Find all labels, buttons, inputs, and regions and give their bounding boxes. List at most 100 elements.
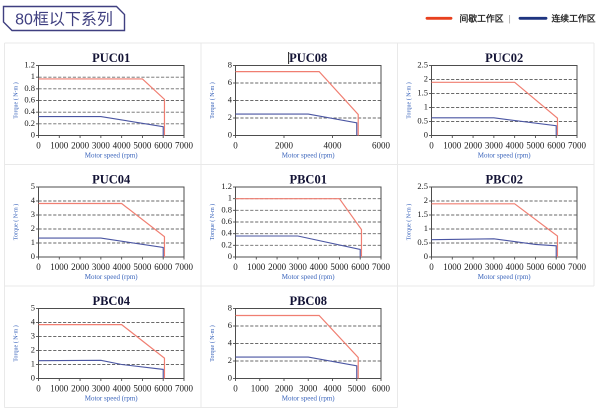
- svg-text:0: 0: [233, 262, 238, 272]
- svg-text:Torque ( N-m ): Torque ( N-m ): [209, 204, 216, 240]
- svg-text:3000: 3000: [485, 262, 504, 272]
- svg-text:0: 0: [424, 130, 428, 140]
- svg-text:PUC02: PUC02: [485, 51, 523, 65]
- svg-text:1: 1: [228, 193, 232, 203]
- svg-text:Torque ( N-m ): Torque ( N-m ): [13, 204, 20, 240]
- svg-text:3000: 3000: [485, 141, 504, 151]
- svg-text:5000: 5000: [133, 141, 152, 151]
- svg-text:4000: 4000: [310, 262, 329, 272]
- svg-text:5000: 5000: [330, 262, 349, 272]
- svg-text:0: 0: [31, 373, 35, 383]
- svg-text:0.6: 0.6: [221, 216, 232, 226]
- svg-text:Motor speed (rpm): Motor speed (rpm): [478, 152, 532, 160]
- svg-text:1000: 1000: [50, 262, 69, 272]
- svg-text:0.8: 0.8: [24, 83, 35, 93]
- svg-text:6000: 6000: [154, 141, 173, 151]
- svg-text:PUC01: PUC01: [92, 51, 130, 65]
- svg-text:3000: 3000: [92, 384, 111, 394]
- svg-text:1: 1: [31, 359, 35, 369]
- svg-text:4: 4: [228, 338, 233, 348]
- svg-text:3: 3: [31, 331, 35, 341]
- svg-text:0: 0: [36, 262, 41, 272]
- svg-text:5: 5: [31, 303, 35, 313]
- svg-text:0: 0: [31, 130, 35, 140]
- svg-text:0: 0: [228, 373, 232, 383]
- svg-text:Torque ( N-m ): Torque ( N-m ): [13, 325, 20, 361]
- svg-text:0: 0: [429, 262, 434, 272]
- svg-text:1.5: 1.5: [417, 88, 428, 98]
- svg-text:7000: 7000: [175, 262, 194, 272]
- svg-text:4000: 4000: [506, 262, 525, 272]
- svg-text:0: 0: [228, 130, 232, 140]
- svg-text:0: 0: [31, 251, 35, 261]
- svg-text:Motor speed (rpm): Motor speed (rpm): [85, 152, 139, 160]
- svg-text:3: 3: [31, 209, 35, 219]
- svg-text:|: |: [509, 14, 511, 24]
- svg-text:PBC02: PBC02: [485, 173, 523, 187]
- svg-text:Torque ( N-m ): Torque ( N-m ): [406, 204, 413, 240]
- svg-text:0: 0: [233, 141, 238, 151]
- svg-text:2.5: 2.5: [417, 60, 428, 70]
- svg-text:8: 8: [228, 60, 232, 70]
- svg-text:1.5: 1.5: [417, 209, 428, 219]
- svg-text:间歇工作区: 间歇工作区: [460, 13, 504, 24]
- svg-text:6000: 6000: [154, 262, 173, 272]
- svg-text:2: 2: [31, 223, 35, 233]
- svg-text:2000: 2000: [275, 384, 294, 394]
- svg-text:2000: 2000: [71, 141, 90, 151]
- svg-text:4: 4: [228, 95, 233, 105]
- svg-text:4000: 4000: [506, 141, 525, 151]
- svg-text:0.2: 0.2: [221, 239, 232, 249]
- svg-text:0.5: 0.5: [417, 237, 428, 247]
- svg-text:5000: 5000: [133, 262, 152, 272]
- svg-text:7000: 7000: [175, 384, 194, 394]
- svg-text:2: 2: [228, 112, 232, 122]
- svg-text:Motor speed (rpm): Motor speed (rpm): [478, 273, 532, 281]
- svg-text:0: 0: [429, 141, 434, 151]
- svg-text:PBC01: PBC01: [289, 173, 327, 187]
- svg-text:6000: 6000: [154, 384, 173, 394]
- svg-text:5: 5: [31, 181, 35, 191]
- svg-text:4000: 4000: [113, 384, 132, 394]
- svg-text:Motor speed (rpm): Motor speed (rpm): [282, 273, 336, 281]
- svg-text:4000: 4000: [113, 141, 132, 151]
- svg-text:0: 0: [424, 251, 428, 261]
- svg-text:2: 2: [31, 345, 35, 355]
- svg-text:2000: 2000: [71, 384, 90, 394]
- svg-text:0.6: 0.6: [24, 95, 35, 105]
- svg-text:1000: 1000: [443, 262, 462, 272]
- svg-text:Motor speed (rpm): Motor speed (rpm): [85, 273, 139, 281]
- svg-text:1: 1: [424, 223, 428, 233]
- svg-text:0.4: 0.4: [24, 106, 35, 116]
- svg-text:Motor speed (rpm): Motor speed (rpm): [282, 395, 336, 403]
- svg-text:1: 1: [424, 102, 428, 112]
- svg-text:Torque ( N-m ): Torque ( N-m ): [209, 82, 216, 118]
- svg-text:PUC08: PUC08: [289, 51, 327, 65]
- svg-text:2000: 2000: [71, 262, 90, 272]
- svg-text:6: 6: [228, 320, 232, 330]
- svg-text:5000: 5000: [526, 141, 545, 151]
- svg-text:2: 2: [228, 355, 232, 365]
- svg-text:PBC08: PBC08: [289, 294, 327, 308]
- svg-text:0: 0: [228, 251, 232, 261]
- svg-text:6000: 6000: [547, 262, 566, 272]
- svg-text:0.4: 0.4: [221, 228, 232, 238]
- svg-text:0.5: 0.5: [417, 116, 428, 126]
- svg-text:0.8: 0.8: [221, 204, 232, 214]
- svg-text:1: 1: [31, 71, 35, 81]
- svg-text:1000: 1000: [50, 141, 69, 151]
- svg-text:0: 0: [233, 384, 238, 394]
- svg-text:2000: 2000: [268, 262, 287, 272]
- svg-text:2000: 2000: [464, 262, 483, 272]
- svg-text:4000: 4000: [113, 262, 132, 272]
- svg-text:1.2: 1.2: [221, 181, 232, 191]
- svg-text:PBC04: PBC04: [92, 294, 130, 308]
- svg-text:6000: 6000: [351, 262, 370, 272]
- svg-text:Torque ( N-m ): Torque ( N-m ): [13, 82, 20, 118]
- svg-text:3000: 3000: [289, 262, 308, 272]
- svg-text:8: 8: [228, 303, 232, 313]
- svg-text:7000: 7000: [175, 141, 194, 151]
- svg-text:4000: 4000: [324, 141, 343, 151]
- svg-text:6: 6: [228, 77, 232, 87]
- svg-text:2.5: 2.5: [417, 181, 428, 191]
